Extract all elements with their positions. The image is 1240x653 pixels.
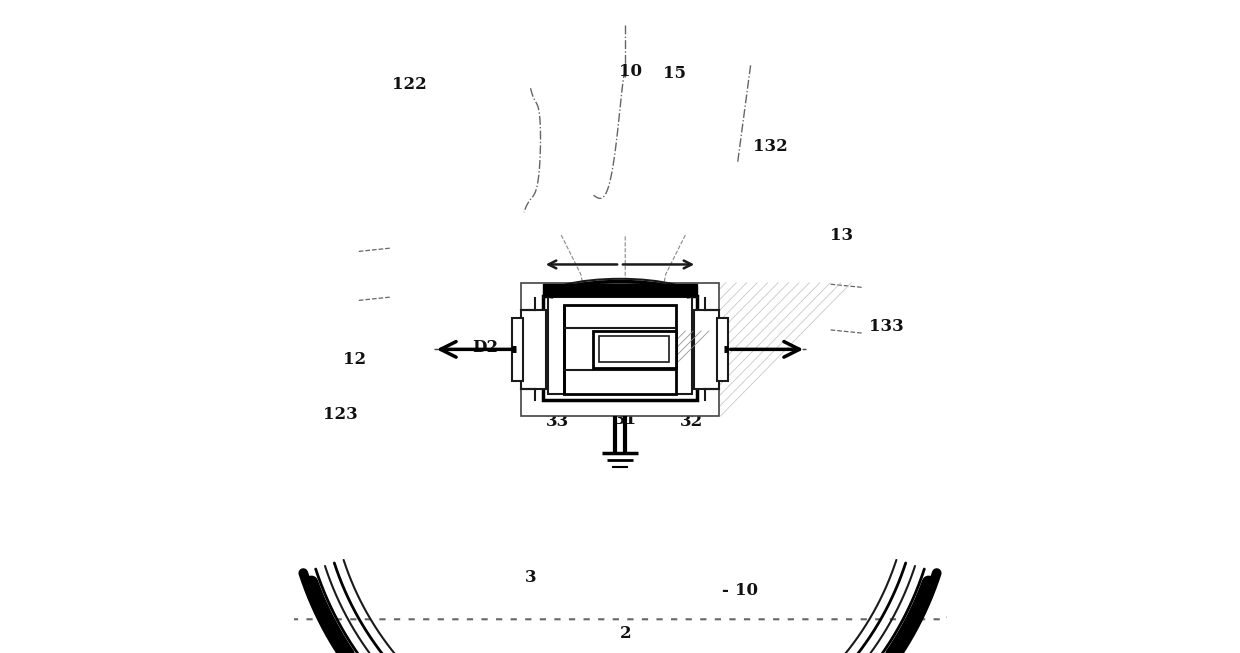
Text: 122: 122 <box>392 76 427 93</box>
Bar <box>512 318 523 381</box>
Bar <box>717 318 728 381</box>
Text: 133: 133 <box>869 318 904 335</box>
Text: 132: 132 <box>753 138 787 155</box>
Text: 12: 12 <box>343 351 367 368</box>
Text: D2: D2 <box>472 339 498 356</box>
Bar <box>543 296 697 400</box>
Text: 3: 3 <box>525 569 537 586</box>
Bar <box>548 297 692 394</box>
Text: 2: 2 <box>620 625 631 642</box>
Text: 13: 13 <box>831 227 853 244</box>
Text: -: - <box>720 582 728 599</box>
Text: 21: 21 <box>568 403 591 420</box>
Text: 31: 31 <box>614 411 637 428</box>
Bar <box>543 284 697 296</box>
Bar <box>593 331 676 368</box>
Text: 33: 33 <box>547 413 569 430</box>
Bar <box>599 336 668 362</box>
Bar <box>521 310 546 389</box>
Text: 15: 15 <box>663 65 687 82</box>
Text: 10: 10 <box>619 63 642 80</box>
Bar <box>521 283 719 416</box>
Text: 123: 123 <box>324 406 358 423</box>
Bar <box>564 305 676 394</box>
Text: 32: 32 <box>681 413 703 430</box>
Text: 10: 10 <box>734 582 758 599</box>
Bar <box>694 310 719 389</box>
